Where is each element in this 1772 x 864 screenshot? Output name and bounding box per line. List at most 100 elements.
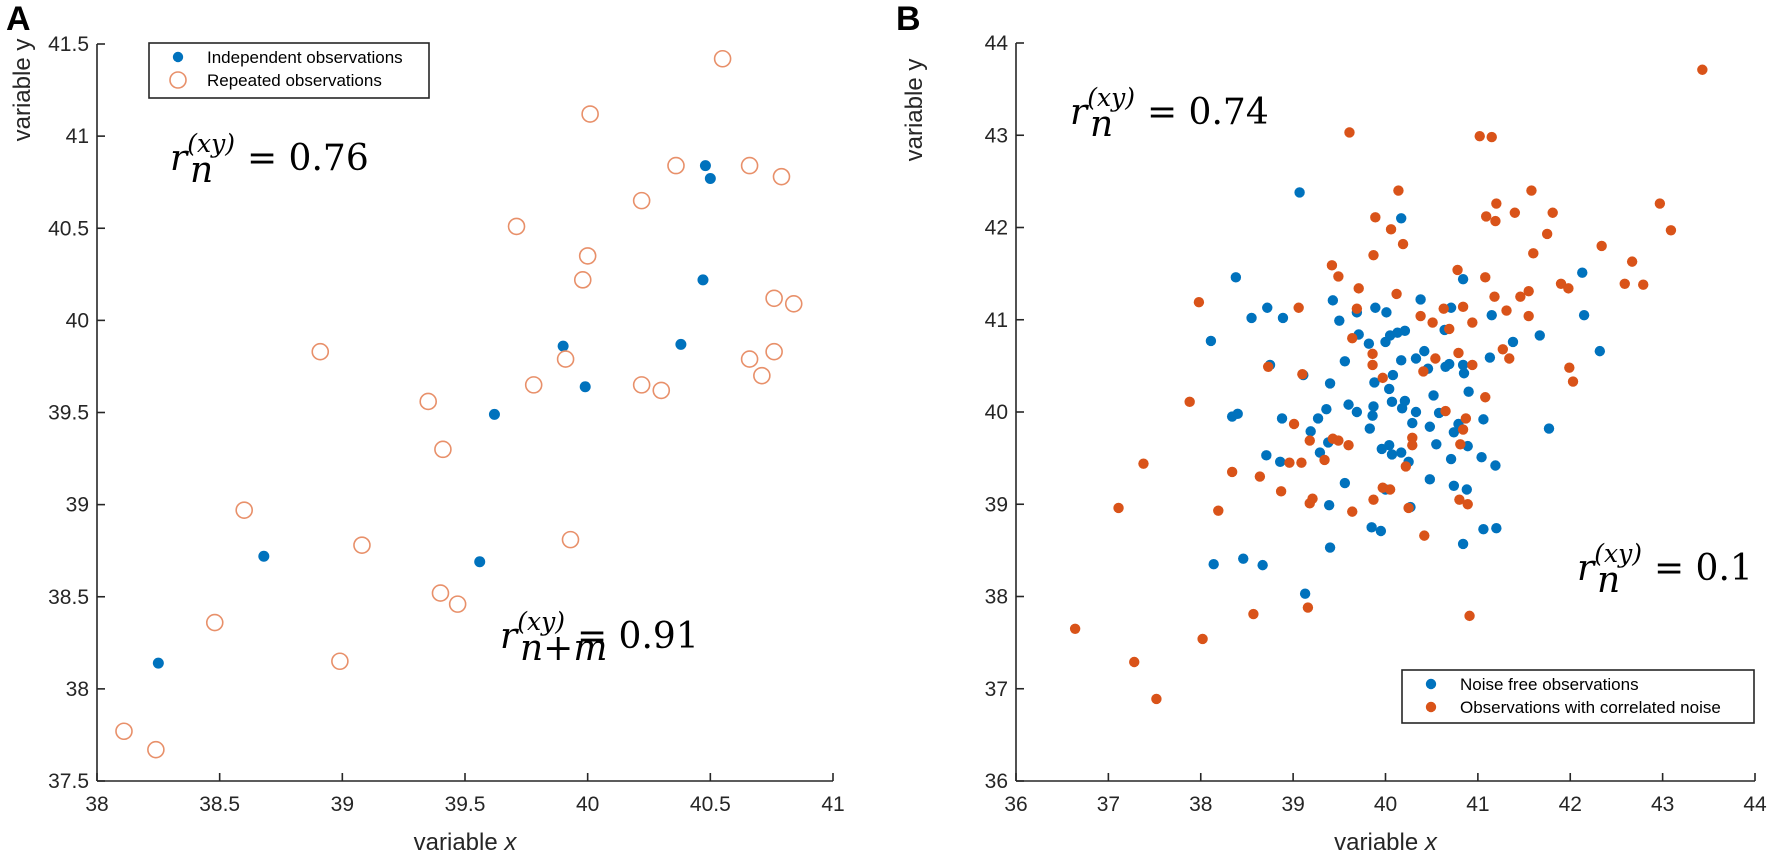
panel-label-a: A (6, 0, 31, 38)
data-point (1138, 458, 1149, 469)
y-tick-label: 39 (985, 493, 1008, 516)
data-point (1528, 248, 1539, 259)
data-point (740, 350, 759, 368)
data-point (652, 381, 671, 400)
data-point (1491, 198, 1502, 209)
data-point (1461, 484, 1472, 495)
annotation-superscript: (xy) (1594, 539, 1642, 568)
data-point (675, 338, 687, 350)
data-point (1448, 427, 1460, 438)
data-point (1497, 344, 1509, 355)
data-point (1129, 656, 1140, 668)
data-point (152, 657, 164, 669)
data-point (1276, 413, 1288, 424)
data-point (1474, 130, 1485, 142)
x-tick-label: 41 (821, 793, 844, 816)
legend-box (148, 42, 430, 99)
data-point (1368, 401, 1379, 412)
data-point (1262, 361, 1274, 372)
data-point (697, 274, 709, 286)
data-point (1375, 525, 1387, 537)
data-point (1367, 410, 1378, 421)
x-tick-label: 38 (1189, 793, 1212, 816)
data-point (1384, 484, 1396, 495)
annotation-subscript: n (190, 150, 213, 191)
data-point (1248, 608, 1259, 620)
data-point (1403, 502, 1414, 514)
x-axis-label-word: variable (414, 829, 505, 856)
data-point (1363, 338, 1375, 349)
data-point (1277, 312, 1289, 324)
data-point (1305, 426, 1316, 437)
data-point (1424, 421, 1436, 432)
data-point (772, 167, 791, 186)
y-tick-label: 41.5 (48, 33, 89, 56)
data-point (1619, 278, 1630, 289)
data-point (1312, 413, 1324, 424)
data-point (1444, 323, 1455, 335)
data-point (1333, 435, 1344, 446)
data-point (765, 342, 783, 361)
data-point (1410, 406, 1422, 418)
x-tick-label: 42 (1559, 793, 1582, 816)
data-point (1501, 305, 1512, 316)
data-point (1399, 325, 1411, 337)
data-point (1453, 347, 1464, 359)
data-point (353, 536, 371, 554)
legend: Noise free observations Observations with… (1401, 669, 1755, 724)
data-point (1407, 417, 1418, 429)
data-point (1238, 553, 1249, 564)
data-point (1069, 623, 1081, 634)
data-point (1334, 315, 1345, 326)
data-point (1448, 480, 1460, 491)
data-point (1369, 377, 1380, 388)
data-point (1284, 457, 1295, 468)
data-point (1444, 358, 1455, 370)
annotation-symbol: r (1577, 548, 1596, 589)
annotation-symbol: r (170, 138, 189, 179)
data-point (1193, 297, 1205, 308)
x-tick-label: 41 (1466, 793, 1489, 816)
data-point (573, 271, 592, 289)
data-point (1151, 693, 1162, 705)
legend-box (1401, 669, 1755, 724)
data-point (488, 408, 500, 420)
data-point (1323, 499, 1335, 511)
data-point (1523, 285, 1534, 297)
y-tick-label: 39 (66, 494, 89, 517)
data-point (1440, 405, 1451, 417)
y-tick-label: 42 (985, 217, 1008, 240)
data-point (556, 350, 575, 368)
data-point (1370, 302, 1381, 313)
data-point (1594, 345, 1606, 357)
annotation-superscript: (xy) (517, 607, 565, 636)
data-point (1455, 439, 1466, 450)
data-point (1339, 477, 1351, 489)
legend-marker (1425, 701, 1437, 713)
data-point (1226, 466, 1238, 478)
data-point (1397, 238, 1409, 250)
data-point (1407, 440, 1418, 451)
legend-entry: Repeated observations (207, 71, 382, 90)
data-point (1504, 353, 1515, 364)
y-tick-label: 41 (66, 125, 89, 148)
data-point (1523, 310, 1534, 322)
data-point (1410, 353, 1422, 364)
data-point (431, 584, 450, 602)
annotation-superscript: (xy) (1087, 83, 1135, 112)
data-point (1385, 224, 1397, 235)
annotation-symbol: r (1070, 92, 1089, 133)
series-noise-free-observations (1205, 187, 1606, 599)
data-point (1418, 366, 1429, 377)
data-point (1480, 392, 1491, 403)
data-point (1261, 450, 1272, 461)
data-point (1480, 272, 1491, 283)
data-point (1299, 588, 1311, 599)
data-point (1430, 353, 1441, 364)
data-point (1275, 486, 1287, 497)
data-point (1113, 502, 1124, 514)
data-point (784, 294, 803, 313)
data-point (1478, 523, 1489, 535)
data-point (667, 156, 685, 175)
y-tick-label: 38 (66, 678, 89, 701)
